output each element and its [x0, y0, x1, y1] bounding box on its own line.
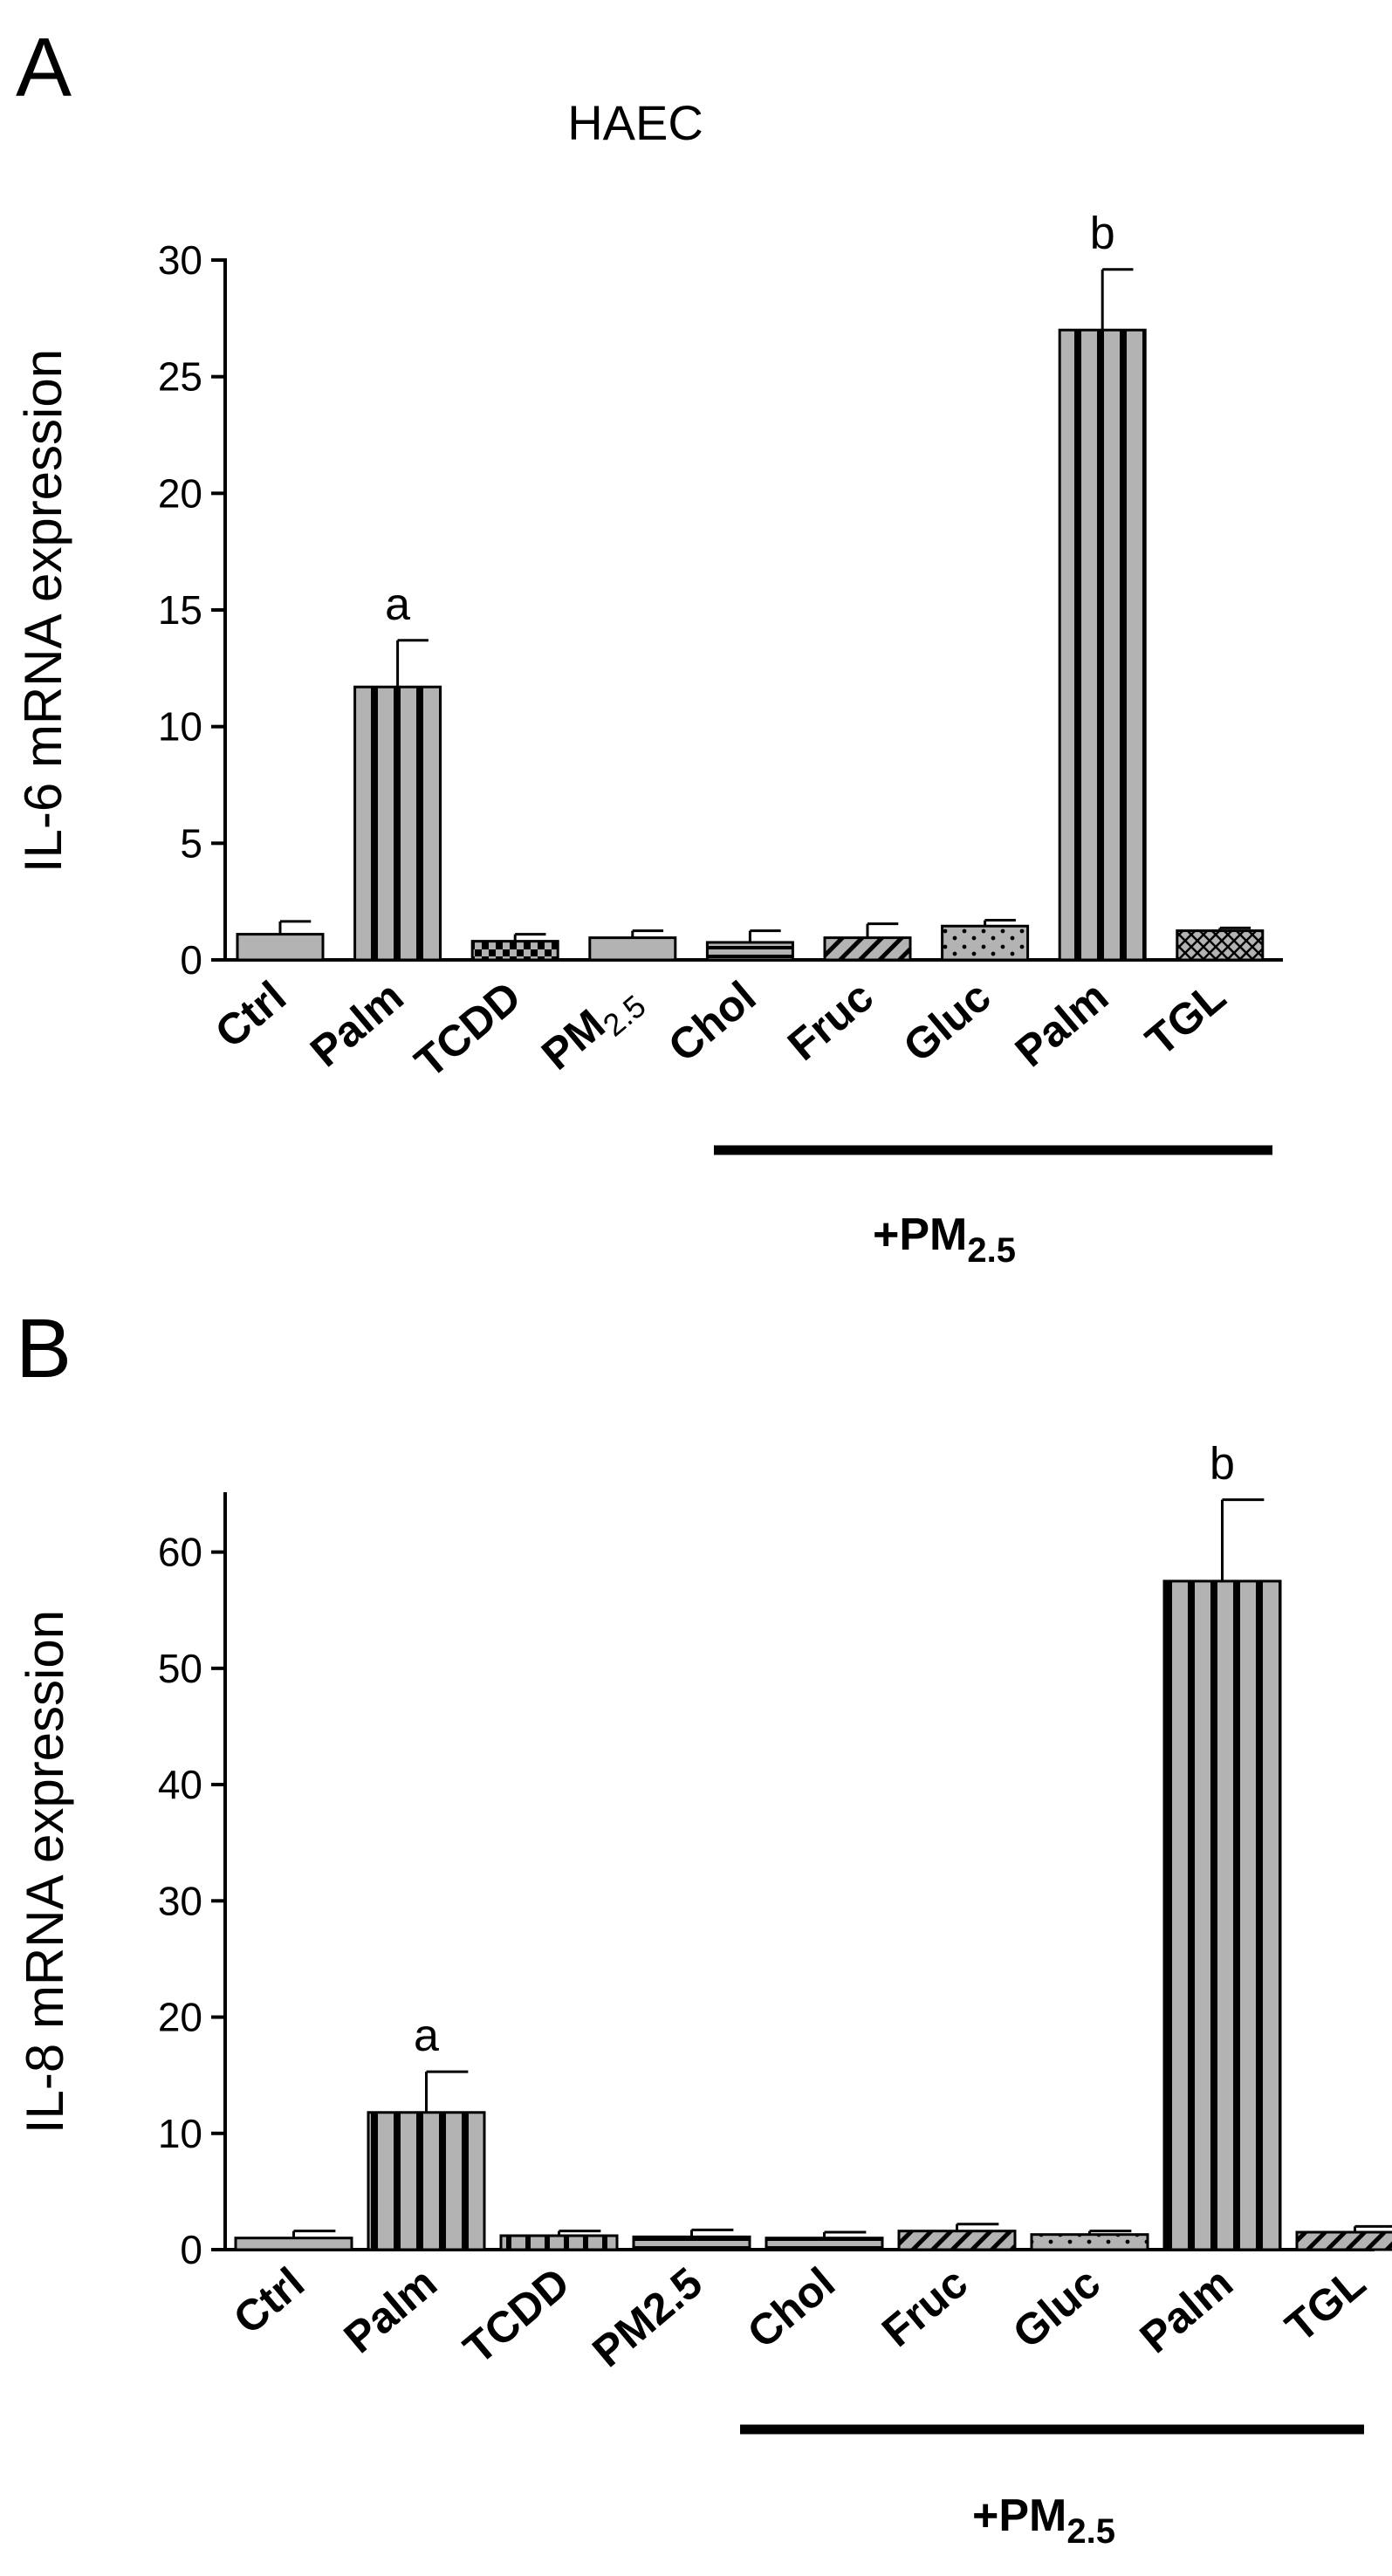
category-label: TGL — [1276, 2258, 1375, 2352]
y-tick-label: 60 — [158, 1530, 202, 1575]
y-tick-label: 20 — [158, 1995, 202, 2040]
category-label: Gluc — [1004, 2258, 1109, 2358]
category-label: Chol — [659, 972, 765, 1072]
bar — [470, 940, 559, 962]
y-tick-label: 15 — [158, 587, 202, 633]
category-label: PM2.5 — [583, 2258, 711, 2377]
bar-series: ab — [234, 1439, 1392, 2251]
bar — [1295, 2230, 1392, 2251]
y-axis-label: IL-8 mRNA expression — [16, 1610, 74, 2134]
significance-label: a — [385, 579, 410, 630]
bar — [367, 2111, 486, 2251]
axes: 0 10 20 30 40 50 60 IL-8 mRNA expression — [16, 1492, 1375, 2272]
group-label: +PM2.5 — [873, 1209, 1016, 1270]
category-label: TGL — [1136, 972, 1235, 1065]
bar — [632, 2235, 751, 2251]
category-label: Gluc — [895, 972, 1000, 1072]
axes: 0 5 10 15 20 25 30 IL-6 mRNA expression — [14, 237, 1283, 983]
y-tick-label: 10 — [158, 704, 202, 750]
category-label: TCDD — [455, 2258, 579, 2374]
bar — [941, 924, 1030, 962]
chart-title: HAEC — [567, 95, 703, 150]
y-tick-label: 25 — [158, 354, 202, 400]
bar — [588, 936, 677, 962]
y-tick-label: 50 — [158, 1646, 202, 1691]
panel-letter: A — [16, 21, 72, 114]
bar — [499, 2234, 619, 2251]
significance-label: b — [1090, 209, 1115, 259]
category-label: TCDD — [406, 972, 530, 1087]
category-label: PM2.5 — [532, 972, 653, 1086]
category-label: Palm — [1006, 972, 1118, 1077]
y-tick-label: 30 — [158, 1878, 202, 1923]
significance-label: b — [1210, 1439, 1235, 1490]
category-label: Fruc — [873, 2258, 977, 2357]
y-tick-label: 30 — [158, 237, 202, 283]
category-label: Fruc — [778, 972, 882, 1071]
category-label: Ctrl — [206, 972, 295, 1058]
panel-letter: B — [16, 1302, 72, 1395]
bar — [897, 2230, 1017, 2251]
bar — [236, 933, 325, 962]
category-label: Palm — [335, 2258, 447, 2363]
category-label: Palm — [301, 972, 413, 1077]
bar — [1030, 2233, 1149, 2251]
bar — [234, 2237, 353, 2251]
bar — [1058, 328, 1147, 962]
bar — [1162, 1579, 1282, 2251]
y-tick-label: 10 — [158, 2111, 202, 2156]
y-tick-label: 20 — [158, 470, 202, 516]
bar — [705, 941, 794, 962]
y-tick-label: 40 — [158, 1762, 202, 1807]
group-label: +PM2.5 — [972, 2490, 1115, 2551]
category-label: Ctrl — [224, 2258, 313, 2344]
y-tick-label: 5 — [180, 820, 202, 866]
bar — [823, 936, 912, 962]
category-label: Palm — [1131, 2258, 1243, 2363]
bar-series: ab — [236, 209, 1265, 962]
y-tick-label: 0 — [180, 937, 202, 983]
y-axis-label: IL-6 mRNA expression — [14, 349, 72, 873]
significance-label: a — [414, 2011, 439, 2061]
y-tick-label: 0 — [180, 2227, 202, 2272]
category-label: Chol — [738, 2258, 844, 2358]
bar — [1176, 929, 1265, 962]
bar — [765, 2237, 884, 2251]
bar — [353, 685, 442, 962]
